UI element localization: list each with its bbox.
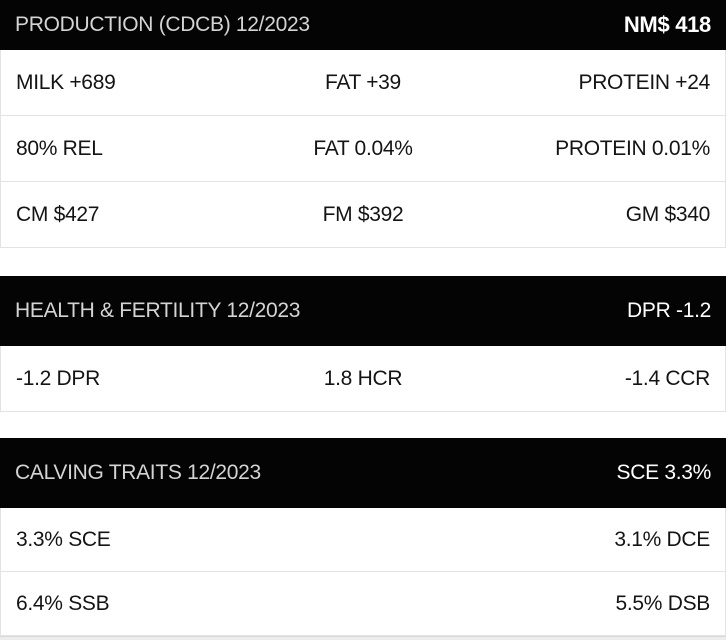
protein-percent-value: PROTEIN 0.01% [555, 136, 710, 160]
ssb-value: 6.4% SSB [16, 591, 110, 615]
fm-value: FM $392 [322, 202, 404, 226]
calving-traits-section-header: CALVING TRAITS 12/2023 SCE 3.3% [0, 438, 726, 508]
sce-header-value: SCE 3.3% [616, 461, 712, 484]
section-calving-traits: CALVING TRAITS 12/2023 SCE 3.3% 3.3% SCE… [0, 438, 726, 636]
table-row: MILK +689 FAT +39 PROTEIN +24 [1, 50, 725, 116]
table-row: CM $427 FM $392 GM $340 [1, 182, 725, 248]
health-fertility-section-header: HEALTH & FERTILITY 12/2023 DPR -1.2 [0, 276, 726, 346]
production-section-header: PRODUCTION (CDCB) 12/2023 NM$ 418 [0, 0, 726, 50]
health-fertility-header-title: HEALTH & FERTILITY 12/2023 [15, 299, 301, 322]
production-header-title: PRODUCTION (CDCB) 12/2023 [15, 13, 310, 36]
fat-value: FAT +39 [325, 70, 401, 94]
nm-dollar-value: NM$ 418 [623, 12, 711, 37]
table-row: -1.2 DPR 1.8 HCR -1.4 CCR [1, 346, 725, 412]
calving-traits-rows: 3.3% SCE 3.1% DCE 6.4% SSB 5.5% DSB [0, 508, 726, 636]
dsb-value: 5.5% DSB [615, 591, 711, 615]
hcr-value: 1.8 HCR [323, 366, 403, 390]
gm-value: GM $340 [625, 202, 711, 226]
table-row: 6.4% SSB 5.5% DSB [1, 572, 725, 636]
ccr-value: -1.4 CCR [624, 366, 710, 390]
page-bottom-strip [0, 636, 726, 640]
milk-value: MILK +689 [16, 70, 116, 94]
dpr-value: -1.2 DPR [16, 366, 100, 390]
fat-percent-value: FAT 0.04% [313, 136, 413, 160]
health-fertility-rows: -1.2 DPR 1.8 HCR -1.4 CCR [0, 346, 726, 412]
section-divider [0, 248, 726, 276]
table-row: 3.3% SCE 3.1% DCE [1, 508, 725, 572]
section-divider [0, 412, 726, 438]
protein-value: PROTEIN +24 [578, 70, 710, 94]
cm-value: CM $427 [16, 202, 100, 226]
sce-value: 3.3% SCE [16, 527, 111, 551]
production-rows: MILK +689 FAT +39 PROTEIN +24 80% REL FA… [0, 50, 726, 248]
reliability-value: 80% REL [16, 136, 103, 160]
dce-value: 3.1% DCE [614, 527, 710, 551]
section-production: PRODUCTION (CDCB) 12/2023 NM$ 418 MILK +… [0, 0, 726, 248]
section-health-fertility: HEALTH & FERTILITY 12/2023 DPR -1.2 -1.2… [0, 276, 726, 412]
calving-traits-header-title: CALVING TRAITS 12/2023 [15, 461, 261, 484]
table-row: 80% REL FAT 0.04% PROTEIN 0.01% [1, 116, 725, 182]
dpr-header-value: DPR -1.2 [627, 299, 711, 322]
